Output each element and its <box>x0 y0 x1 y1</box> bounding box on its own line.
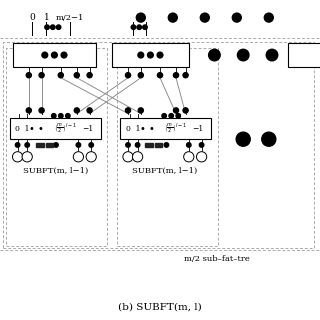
Circle shape <box>187 143 191 147</box>
Circle shape <box>266 49 278 61</box>
Circle shape <box>56 25 61 29</box>
Circle shape <box>66 114 70 118</box>
Circle shape <box>162 114 166 118</box>
Circle shape <box>125 73 131 78</box>
Circle shape <box>173 108 179 113</box>
Circle shape <box>26 73 31 78</box>
Circle shape <box>12 152 23 162</box>
Circle shape <box>26 108 31 113</box>
Text: $\left(\frac{m}{2}\right)^{l-1}$: $\left(\frac{m}{2}\right)^{l-1}$ <box>164 122 187 136</box>
Text: $\left(\frac{m}{2}\right)^{l-1}$: $\left(\frac{m}{2}\right)^{l-1}$ <box>54 122 77 136</box>
Circle shape <box>157 52 163 58</box>
Circle shape <box>132 152 143 162</box>
Circle shape <box>184 152 194 162</box>
Bar <box>288 43 320 67</box>
Text: 0: 0 <box>29 13 35 22</box>
Bar <box>145 143 153 147</box>
Bar <box>112 43 189 67</box>
Text: m/2−1: m/2−1 <box>56 14 84 22</box>
Circle shape <box>135 143 140 147</box>
Text: 1: 1 <box>44 13 49 22</box>
Bar <box>13 43 96 67</box>
Circle shape <box>173 73 179 78</box>
Circle shape <box>125 108 131 113</box>
Circle shape <box>73 152 84 162</box>
Circle shape <box>89 143 93 147</box>
Circle shape <box>138 52 144 58</box>
Circle shape <box>237 49 249 61</box>
Circle shape <box>126 143 130 147</box>
Circle shape <box>74 73 79 78</box>
Circle shape <box>143 25 147 29</box>
Circle shape <box>137 25 141 29</box>
Circle shape <box>39 73 44 78</box>
Circle shape <box>45 25 49 29</box>
Bar <box>46 143 53 147</box>
Circle shape <box>196 152 207 162</box>
Bar <box>120 118 211 139</box>
Circle shape <box>52 114 56 118</box>
Circle shape <box>183 73 188 78</box>
Circle shape <box>262 132 276 146</box>
Circle shape <box>136 13 145 22</box>
Bar <box>155 143 162 147</box>
Text: −1: −1 <box>192 125 204 133</box>
Circle shape <box>76 143 81 147</box>
Text: • •: • • <box>140 124 155 134</box>
Circle shape <box>51 25 55 29</box>
Circle shape <box>164 143 169 147</box>
Text: −1: −1 <box>82 125 94 133</box>
Circle shape <box>209 49 220 61</box>
Text: 0  1: 0 1 <box>126 125 140 133</box>
Circle shape <box>15 143 20 147</box>
Text: 0  1: 0 1 <box>15 125 30 133</box>
Circle shape <box>148 52 153 58</box>
Circle shape <box>87 108 92 113</box>
Circle shape <box>232 13 241 22</box>
Text: SUBFT(m, l−1): SUBFT(m, l−1) <box>132 167 197 175</box>
Circle shape <box>52 52 57 58</box>
Circle shape <box>61 52 67 58</box>
Circle shape <box>131 25 136 29</box>
Circle shape <box>199 143 204 147</box>
Bar <box>36 143 44 147</box>
Circle shape <box>138 108 143 113</box>
Circle shape <box>183 108 188 113</box>
Circle shape <box>87 73 92 78</box>
Circle shape <box>236 132 250 146</box>
Circle shape <box>59 114 63 118</box>
Circle shape <box>168 13 177 22</box>
Text: (b) SUBFT(m, l): (b) SUBFT(m, l) <box>118 303 202 312</box>
Circle shape <box>176 114 180 118</box>
Circle shape <box>138 73 143 78</box>
Text: m/2 sub–fat–tre: m/2 sub–fat–tre <box>184 255 250 263</box>
Circle shape <box>42 52 48 58</box>
Circle shape <box>200 13 209 22</box>
Text: • •: • • <box>29 124 44 134</box>
Circle shape <box>39 108 44 113</box>
Circle shape <box>54 143 58 147</box>
Circle shape <box>86 152 96 162</box>
Circle shape <box>123 152 133 162</box>
Bar <box>10 118 101 139</box>
Circle shape <box>22 152 32 162</box>
Circle shape <box>74 108 79 113</box>
Circle shape <box>25 143 29 147</box>
Text: SUBFT(m, l−1): SUBFT(m, l−1) <box>23 167 89 175</box>
Circle shape <box>264 13 273 22</box>
Circle shape <box>169 114 173 118</box>
Circle shape <box>58 73 63 78</box>
Circle shape <box>157 73 163 78</box>
